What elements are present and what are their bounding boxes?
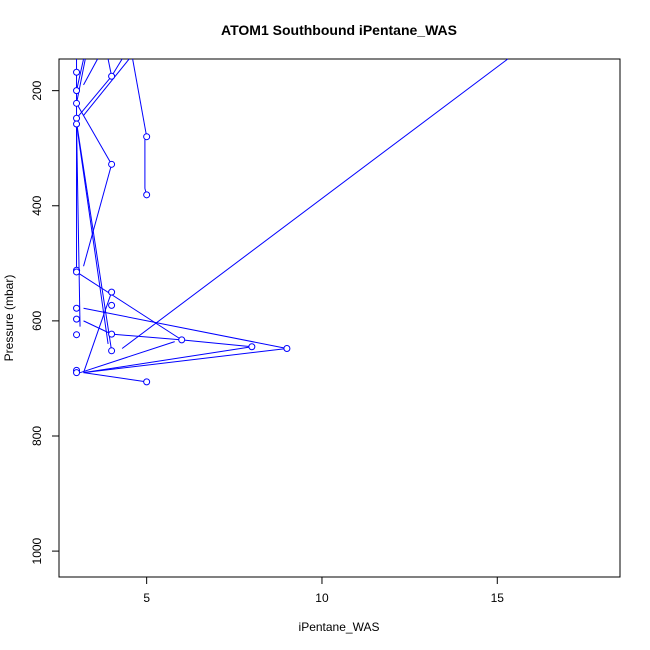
series-segment <box>76 58 86 104</box>
data-point <box>248 343 256 351</box>
series-segment <box>83 307 288 349</box>
data-point <box>108 160 116 168</box>
series-segment <box>83 164 113 267</box>
data-point <box>73 268 81 276</box>
data-point <box>73 331 81 339</box>
series-segment <box>83 372 147 383</box>
series-segment <box>83 320 112 335</box>
data-point <box>73 315 81 323</box>
x-axis-label: iPentane_WAS <box>299 620 380 634</box>
series-segment <box>132 58 148 137</box>
series-segment <box>83 291 113 373</box>
data-point <box>143 133 151 141</box>
series-segment <box>76 124 81 327</box>
series-segment <box>76 58 85 91</box>
y-tick-label: 600 <box>30 311 44 331</box>
y-tick-label: 400 <box>30 195 44 215</box>
series-segment <box>76 103 113 165</box>
data-point <box>73 68 81 76</box>
series-segment <box>83 58 130 116</box>
x-tick-label: 5 <box>143 591 150 605</box>
data-point <box>108 288 116 296</box>
series-segment <box>83 346 252 374</box>
y-tick-label: 800 <box>30 426 44 446</box>
series-segment <box>76 271 182 341</box>
plot-frame <box>58 58 621 578</box>
y-tick-label: 200 <box>30 80 44 100</box>
data-point <box>108 330 116 338</box>
data-point <box>73 87 81 95</box>
data-point <box>73 304 81 312</box>
x-tick-label: 15 <box>491 591 505 605</box>
series-segment <box>76 123 109 344</box>
x-tick-label: 10 <box>315 591 329 605</box>
data-point <box>73 114 81 122</box>
series-segment <box>76 75 112 119</box>
series-segment <box>76 122 113 351</box>
y-axis-label: Pressure (mbar) <box>2 275 16 362</box>
data-point <box>73 99 81 107</box>
series-segment <box>121 58 509 349</box>
series-segment <box>83 348 287 374</box>
data-point <box>108 72 116 80</box>
data-point <box>143 378 151 386</box>
data-point <box>108 301 116 309</box>
y-axis: 200 400 600 800 1000 <box>30 80 59 564</box>
series-segment <box>111 333 182 341</box>
data-point <box>108 347 116 355</box>
x-axis: 5 10 15 <box>143 577 504 605</box>
data-point <box>73 369 81 377</box>
series-segment <box>83 58 99 86</box>
series-segment <box>79 341 175 374</box>
series-segment <box>181 339 252 348</box>
data-point <box>73 120 81 128</box>
data-point <box>283 345 291 353</box>
series-points <box>73 68 291 386</box>
series-lines <box>76 58 509 383</box>
data-point <box>143 191 151 199</box>
chart-title: ATOM1 Southbound iPentane_WAS <box>221 22 457 38</box>
data-point <box>178 336 186 344</box>
y-tick-label: 1000 <box>30 537 44 564</box>
